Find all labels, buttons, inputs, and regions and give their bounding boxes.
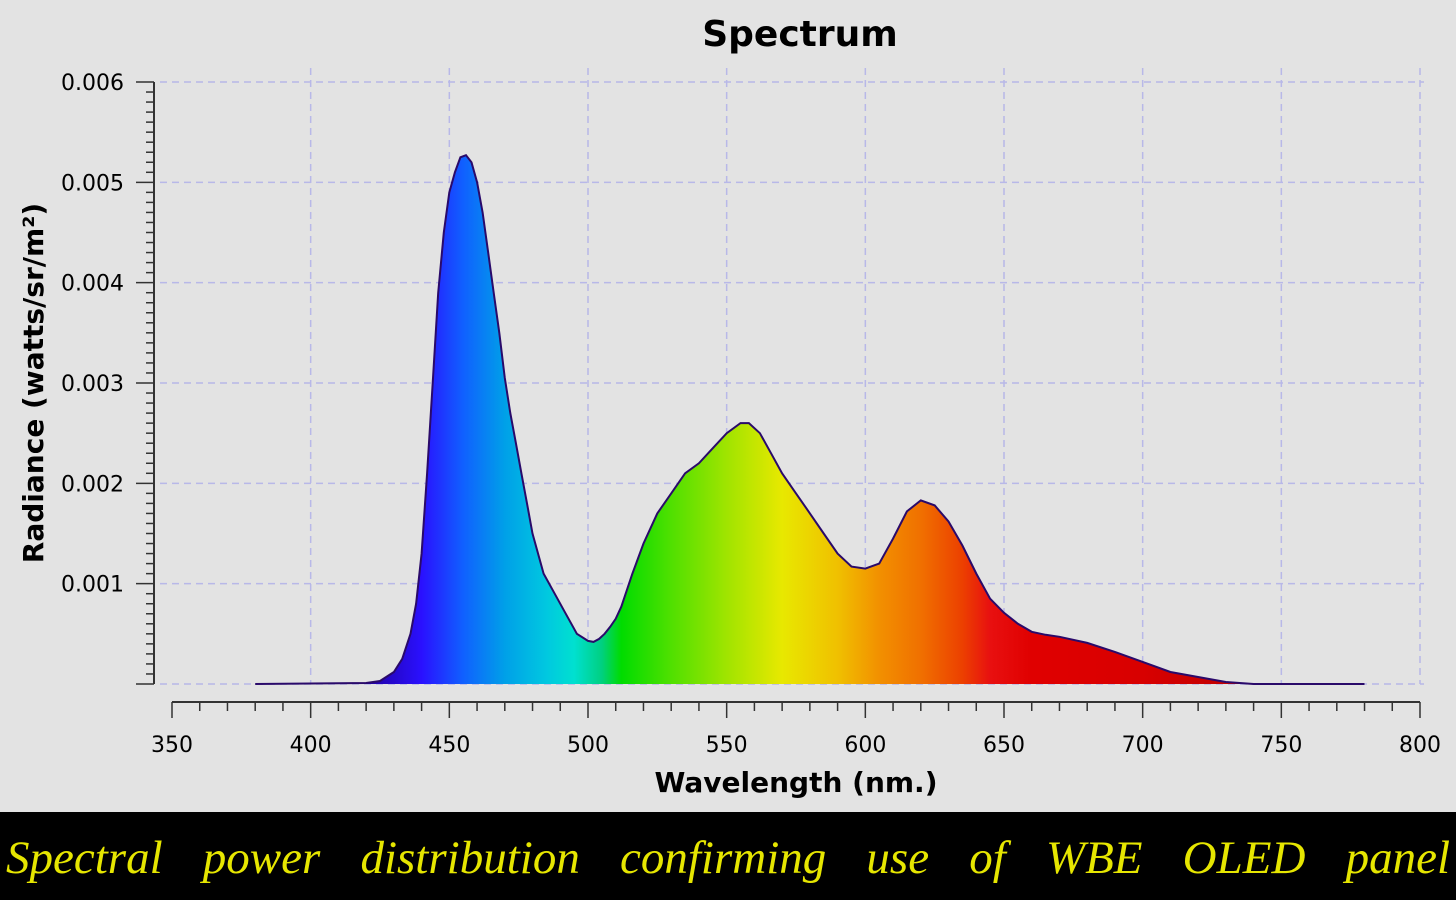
x-tick-label: 500 (567, 733, 609, 758)
y-tick-label: 0.002 (61, 472, 124, 497)
x-tick-label: 650 (983, 733, 1025, 758)
x-tick-label: 550 (706, 733, 748, 758)
caption-text: Spectral power distribution confirming u… (6, 832, 1450, 884)
x-tick-label: 700 (1122, 733, 1164, 758)
x-axis-ticks: 350 400 450 500 550 600 650 700 750 800 (151, 702, 1441, 758)
chart-area: Spectrum 350 400 450 500 550 600 650 700 750 800 … (17, 14, 1441, 799)
y-tick-label: 0.006 (61, 71, 124, 96)
spectrum-area-fill (255, 155, 1365, 684)
y-tick-label: 0.001 (61, 573, 124, 598)
caption-bar: Spectral power distribution confirming u… (0, 812, 1456, 900)
y-axis-ticks: 0.001 0.002 0.003 0.004 0.005 0.006 (61, 71, 154, 685)
x-axis-label: Wavelength (nm.) (655, 766, 938, 799)
y-tick-label: 0.004 (61, 272, 124, 297)
spectrum-curve-line (255, 154, 1365, 685)
x-tick-label: 800 (1399, 733, 1441, 758)
x-tick-label: 600 (844, 733, 886, 758)
x-tick-label: 400 (290, 733, 332, 758)
x-tick-label: 750 (1260, 733, 1302, 758)
spectrum-chart: Spectrum 350 400 450 500 550 600 650 700 750 800 … (17, 14, 1441, 799)
y-tick-label: 0.003 (61, 372, 124, 397)
x-tick-label: 350 (151, 733, 193, 758)
x-tick-label: 450 (428, 733, 470, 758)
chart-title: Spectrum (702, 14, 898, 55)
y-axis-label: Radiance (watts/sr/m²) (17, 203, 50, 563)
y-tick-label: 0.005 (61, 171, 124, 196)
